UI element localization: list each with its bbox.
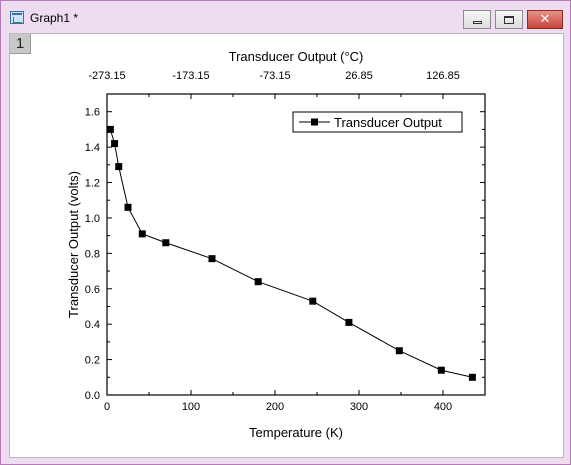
- x-tick-label: 0: [104, 401, 110, 413]
- data-point: [437, 366, 445, 374]
- y-tick-label: 0.8: [85, 248, 100, 260]
- data-point: [254, 278, 262, 286]
- x-tick-label: 300: [350, 401, 368, 413]
- data-point: [115, 163, 123, 171]
- x-tick-label: 400: [434, 401, 452, 413]
- top-tick-label: 126.85: [426, 70, 460, 82]
- x-tick-label: 100: [182, 401, 200, 413]
- series-line: [109, 129, 473, 378]
- data-point: [106, 125, 114, 133]
- close-button[interactable]: ✕: [527, 10, 563, 29]
- minimize-icon: [472, 20, 482, 24]
- y-tick-label: 1.4: [85, 142, 100, 154]
- legend-label: Transducer Output: [334, 115, 442, 130]
- top-axis-title: Transducer Output (°C): [229, 49, 364, 64]
- data-point: [138, 230, 146, 238]
- data-point: [111, 140, 119, 148]
- legend-marker: [311, 118, 318, 126]
- layer-tab[interactable]: 1: [10, 34, 31, 54]
- maximize-icon: [504, 15, 514, 24]
- y-tick-label: 1.6: [85, 107, 100, 119]
- top-tick-label: -73.15: [259, 70, 290, 82]
- y-tick-label: 0.2: [85, 355, 100, 367]
- data-point: [345, 318, 353, 326]
- data-point: [395, 347, 403, 355]
- data-point: [309, 297, 317, 305]
- y-tick-label: 0.0: [85, 390, 100, 402]
- y-tick-label: 1.0: [85, 213, 100, 225]
- graph-page[interactable]: 1: [9, 33, 564, 458]
- data-point: [162, 239, 170, 247]
- y-tick-label: 0.6: [85, 284, 100, 296]
- minimize-button[interactable]: [463, 10, 491, 29]
- close-icon: ✕: [539, 12, 551, 27]
- data-point: [124, 203, 132, 211]
- y-tick-label: 0.4: [85, 319, 100, 331]
- maximize-button[interactable]: [495, 10, 523, 29]
- data-point: [208, 255, 216, 263]
- legend-box: [292, 111, 463, 133]
- plot-frame: [106, 93, 486, 396]
- title-bar[interactable]: Graph1 * ✕: [1, 1, 570, 33]
- x-axis-title: Temperature (K): [249, 425, 343, 440]
- graph-window-icon[interactable]: [10, 11, 24, 24]
- top-tick-label: -273.15: [88, 70, 125, 82]
- top-tick-label: -173.15: [172, 70, 209, 82]
- window-title: Graph1 *: [30, 11, 79, 25]
- x-tick-label: 200: [266, 401, 284, 413]
- data-point: [468, 373, 476, 381]
- top-tick-label: 26.85: [345, 70, 373, 82]
- y-axis-title: Transducer Output (volts): [66, 171, 81, 318]
- y-tick-label: 1.2: [85, 178, 100, 190]
